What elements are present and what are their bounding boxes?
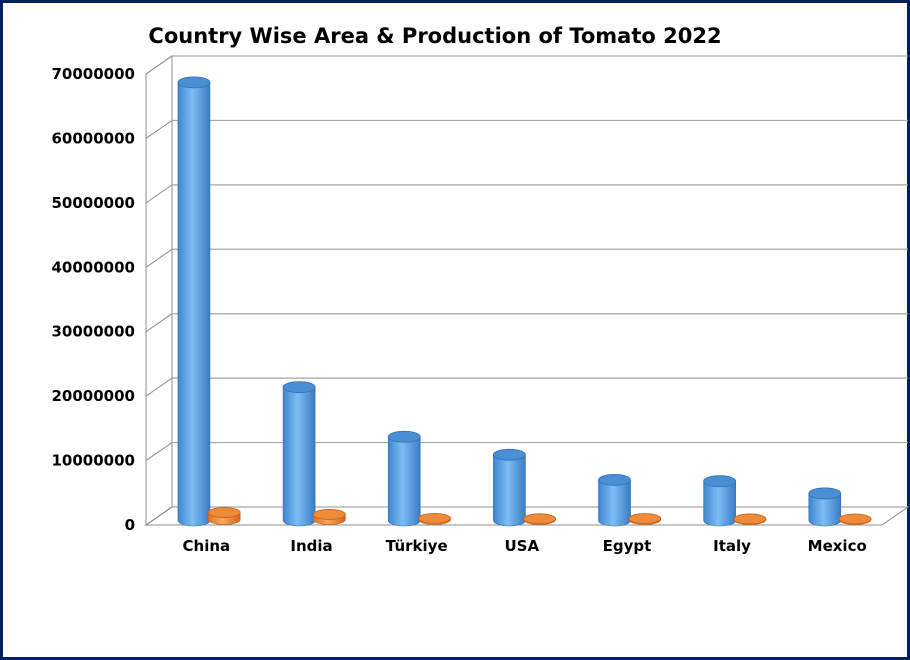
y-tick-label: 10000000 xyxy=(52,452,136,470)
y-tick-label: 30000000 xyxy=(52,323,136,341)
bar-series1-Italy-top xyxy=(703,475,737,488)
bar-series2-China xyxy=(207,507,241,525)
bar-series2-Egypt-top xyxy=(628,513,662,524)
y-tick-label: 0 xyxy=(125,516,135,534)
bar-series2-Türkiye-top xyxy=(418,512,451,524)
bar-series1-USA-top xyxy=(492,448,526,461)
plot-walls xyxy=(144,55,910,526)
bar-series1-Italy-body xyxy=(703,480,736,527)
bar-series2-Egypt xyxy=(628,513,662,525)
bar-series1-Egypt xyxy=(598,474,631,527)
bar-series1-India xyxy=(282,381,316,527)
bar-series2-Mexico xyxy=(838,513,872,525)
bar-series1-Egypt-body xyxy=(598,479,631,527)
gridline-side xyxy=(145,55,173,75)
gridline-side xyxy=(145,184,173,204)
gridline-side xyxy=(145,377,173,397)
gridline-side xyxy=(145,248,173,268)
bar-series1-USA xyxy=(492,448,526,527)
bar-series2-USA xyxy=(523,513,557,525)
bar-series1-Türkiye-body xyxy=(387,436,421,527)
x-category-label: Türkiye xyxy=(386,537,448,555)
gridline-side xyxy=(145,442,173,461)
y-axis-ticks: 0 10000000 20000000 30000000 40000000 5000000… xyxy=(52,65,136,534)
bar-series1-Italy xyxy=(703,475,737,527)
bar-series1-India-top xyxy=(282,381,316,394)
bar-series2-Italy-top xyxy=(733,513,767,525)
bar-series1-Mexico xyxy=(808,487,842,527)
bar-series1-Egypt-top xyxy=(598,474,631,486)
y-tick-label: 50000000 xyxy=(52,194,136,212)
gridlines xyxy=(145,55,908,526)
bars xyxy=(177,76,872,527)
bar-series1-Türkiye-top xyxy=(387,430,421,443)
bar-series1-China-body xyxy=(177,82,211,527)
gridline-side xyxy=(145,313,173,333)
bar-series1-Mexico-top xyxy=(808,487,842,500)
bar-series1-China-top xyxy=(177,76,211,89)
x-category-label: India xyxy=(290,537,332,555)
bar-series2-USA-top xyxy=(523,513,557,525)
bar-series2-Italy xyxy=(733,513,767,525)
x-category-label: Italy xyxy=(713,537,751,555)
side-wall xyxy=(145,55,173,526)
bar-series2-India xyxy=(312,509,346,525)
bar-series2-China-top xyxy=(207,507,241,518)
bar-series2-Türkiye xyxy=(418,512,451,525)
bar-series1-China xyxy=(177,76,211,527)
y-tick-label: 20000000 xyxy=(52,387,136,405)
bar-series1-USA-body xyxy=(493,454,526,527)
bar-series2-India-top xyxy=(312,509,346,520)
y-tick-label: 40000000 xyxy=(52,258,136,276)
x-category-label: China xyxy=(183,537,231,555)
gridline-side xyxy=(145,506,173,526)
gridline-side xyxy=(145,120,173,139)
chart-title: Country Wise Area & Production of Tomato… xyxy=(148,24,722,48)
x-category-label: Mexico xyxy=(808,537,867,555)
x-category-label: Egypt xyxy=(603,537,652,555)
bar-series1-India-body xyxy=(282,386,316,527)
y-tick-label: 60000000 xyxy=(52,129,136,147)
bar-series2-Mexico-top xyxy=(838,513,872,525)
bar-series1-Türkiye xyxy=(387,430,421,527)
x-axis-categories: China India Türkiye USA Egypt Italy Mexico xyxy=(183,537,867,555)
x-category-label: USA xyxy=(505,537,540,555)
y-tick-label: 70000000 xyxy=(52,65,136,83)
